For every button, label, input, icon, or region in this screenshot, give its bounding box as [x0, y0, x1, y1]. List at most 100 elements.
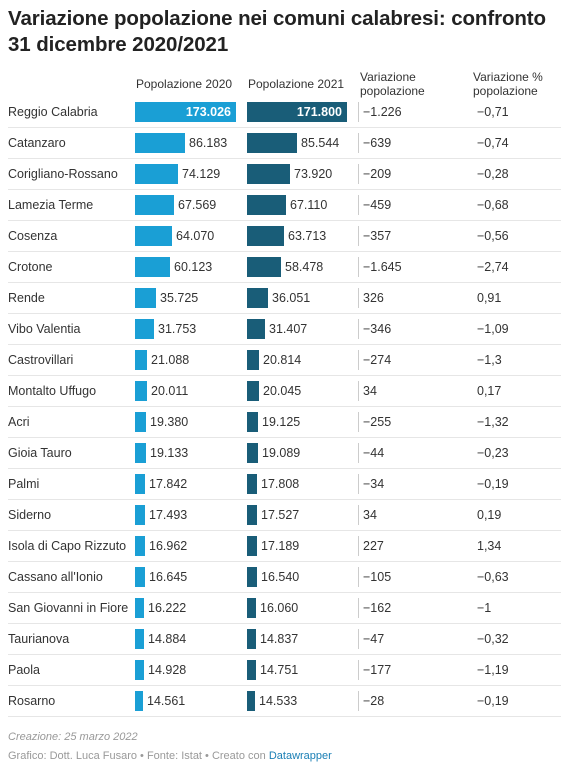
- variazione-value: −47: [363, 632, 385, 646]
- variazione-value: −209: [363, 167, 392, 181]
- variazione-value: −34: [363, 477, 385, 491]
- bar-2020: [135, 536, 145, 556]
- variazione-percent-value: −2,74: [477, 260, 509, 274]
- variazione-percent-value: −0,74: [477, 136, 509, 150]
- bar-2021: [247, 660, 256, 680]
- column-divider: [358, 536, 359, 556]
- bar-2021: [247, 629, 256, 649]
- comune-name: Castrovillari: [8, 353, 74, 367]
- column-divider: [358, 164, 359, 184]
- bar-2021: [247, 102, 347, 122]
- bar-2020: [135, 474, 145, 494]
- variazione-percent-value: −0,23: [477, 446, 509, 460]
- bar-2020: [135, 567, 145, 587]
- comune-name: Lamezia Terme: [8, 198, 94, 212]
- variazione-percent-value: −0,19: [477, 477, 509, 491]
- variazione-value: −177: [363, 663, 392, 677]
- row-separator: [8, 592, 561, 593]
- value-label-2020: 16.962: [149, 539, 188, 553]
- bar-2020: [135, 381, 147, 401]
- row-separator: [8, 282, 561, 283]
- variazione-value: −28: [363, 694, 385, 708]
- bar-2021: [247, 536, 257, 556]
- row-separator: [8, 313, 561, 314]
- variazione-percent-value: −1,19: [477, 663, 509, 677]
- column-divider: [358, 288, 359, 308]
- bar-2021: [247, 319, 265, 339]
- variazione-percent-value: −1,3: [477, 353, 502, 367]
- variazione-value: −255: [363, 415, 392, 429]
- column-header-2021: Popolazione 2021: [248, 77, 345, 91]
- column-divider: [358, 133, 359, 153]
- row-separator: [8, 654, 561, 655]
- comune-name: Cassano all'Ionio: [8, 570, 103, 584]
- table-row: Cosenza 64.070 63.713 −357 −0,56: [0, 221, 567, 252]
- row-separator: [8, 623, 561, 624]
- variazione-value: −1.226: [363, 105, 402, 119]
- value-label-2021: 14.533: [259, 694, 298, 708]
- comune-name: Taurianova: [8, 632, 70, 646]
- credits-text: Grafico: Dott. Luca Fusaro • Fonte: Ista…: [8, 750, 269, 762]
- value-label-2020: 31.753: [158, 322, 197, 336]
- value-label-2021: 19.089: [262, 446, 301, 460]
- table-row: Rende 35.725 36.051 326 0,91: [0, 283, 567, 314]
- column-header-variazione-percent-line1: Variazione %: [473, 70, 543, 84]
- value-label-2020: 60.123: [174, 260, 213, 274]
- table-row: Siderno 17.493 17.527 34 0,19: [0, 500, 567, 531]
- bar-2021: [247, 691, 255, 711]
- datawrapper-link[interactable]: Datawrapper: [268, 750, 332, 762]
- variazione-value: −162: [363, 601, 392, 615]
- variazione-percent-value: −0,71: [477, 105, 509, 119]
- column-divider: [358, 567, 359, 587]
- value-label-2020: 16.222: [148, 601, 187, 615]
- comune-name: Reggio Calabria: [8, 105, 98, 119]
- variazione-percent-value: −1,09: [477, 322, 509, 336]
- value-label-2021: 14.837: [260, 632, 299, 646]
- column-divider: [358, 598, 359, 618]
- value-label-2020: 16.645: [149, 570, 188, 584]
- variazione-percent-value: 0,17: [477, 384, 502, 398]
- table-row: Reggio Calabria 173.026 171.800 −1.226 −0,71: [0, 97, 567, 128]
- column-divider: [358, 257, 359, 277]
- bar-2020: [135, 350, 147, 370]
- variazione-percent-value: −1,32: [477, 415, 509, 429]
- row-separator: [8, 158, 561, 159]
- table-row: Rosarno 14.561 14.533 −28 −0,19: [0, 686, 567, 717]
- bar-2020: [135, 102, 236, 122]
- comune-name: Siderno: [8, 508, 52, 522]
- variazione-percent-value: 1,34: [477, 539, 502, 553]
- variazione-percent-value: 0,91: [477, 291, 502, 305]
- value-label-2021: 85.544: [301, 136, 340, 150]
- variazione-percent-value: −0,19: [477, 694, 509, 708]
- column-divider: [358, 195, 359, 215]
- variazione-value: 34: [363, 508, 377, 522]
- table-row: Taurianova 14.884 14.837 −47 −0,32: [0, 624, 567, 655]
- bar-2020: [135, 598, 144, 618]
- column-divider: [358, 226, 359, 246]
- value-label-2021: 16.540: [261, 570, 300, 584]
- value-label-2020: 19.133: [150, 446, 189, 460]
- bar-2020: [135, 505, 145, 525]
- column-divider: [358, 443, 359, 463]
- bar-2021: [247, 164, 290, 184]
- table-row: Catanzaro 86.183 85.544 −639 −0,74: [0, 128, 567, 159]
- row-separator: [8, 468, 561, 469]
- comune-name: Montalto Uffugo: [8, 384, 97, 398]
- row-separator: [8, 406, 561, 407]
- table-row: Acri 19.380 19.125 −255 −1,32: [0, 407, 567, 438]
- variazione-percent-value: −0,32: [477, 632, 509, 646]
- column-divider: [358, 350, 359, 370]
- column-divider: [358, 102, 359, 122]
- variazione-percent-value: 0,19: [477, 508, 502, 522]
- column-divider: [358, 412, 359, 432]
- value-label-2020: 74.129: [182, 167, 221, 181]
- value-label-2021: 20.045: [263, 384, 302, 398]
- value-label-2021: 36.051: [272, 291, 311, 305]
- bar-2021: [247, 195, 286, 215]
- value-label-2020: 21.088: [151, 353, 190, 367]
- row-separator: [8, 716, 561, 717]
- bar-2021: [247, 598, 256, 618]
- value-label-2021: 16.060: [260, 601, 299, 615]
- column-divider: [358, 660, 359, 680]
- table-row: San Giovanni in Fiore 16.222 16.060 −162 −1: [0, 593, 567, 624]
